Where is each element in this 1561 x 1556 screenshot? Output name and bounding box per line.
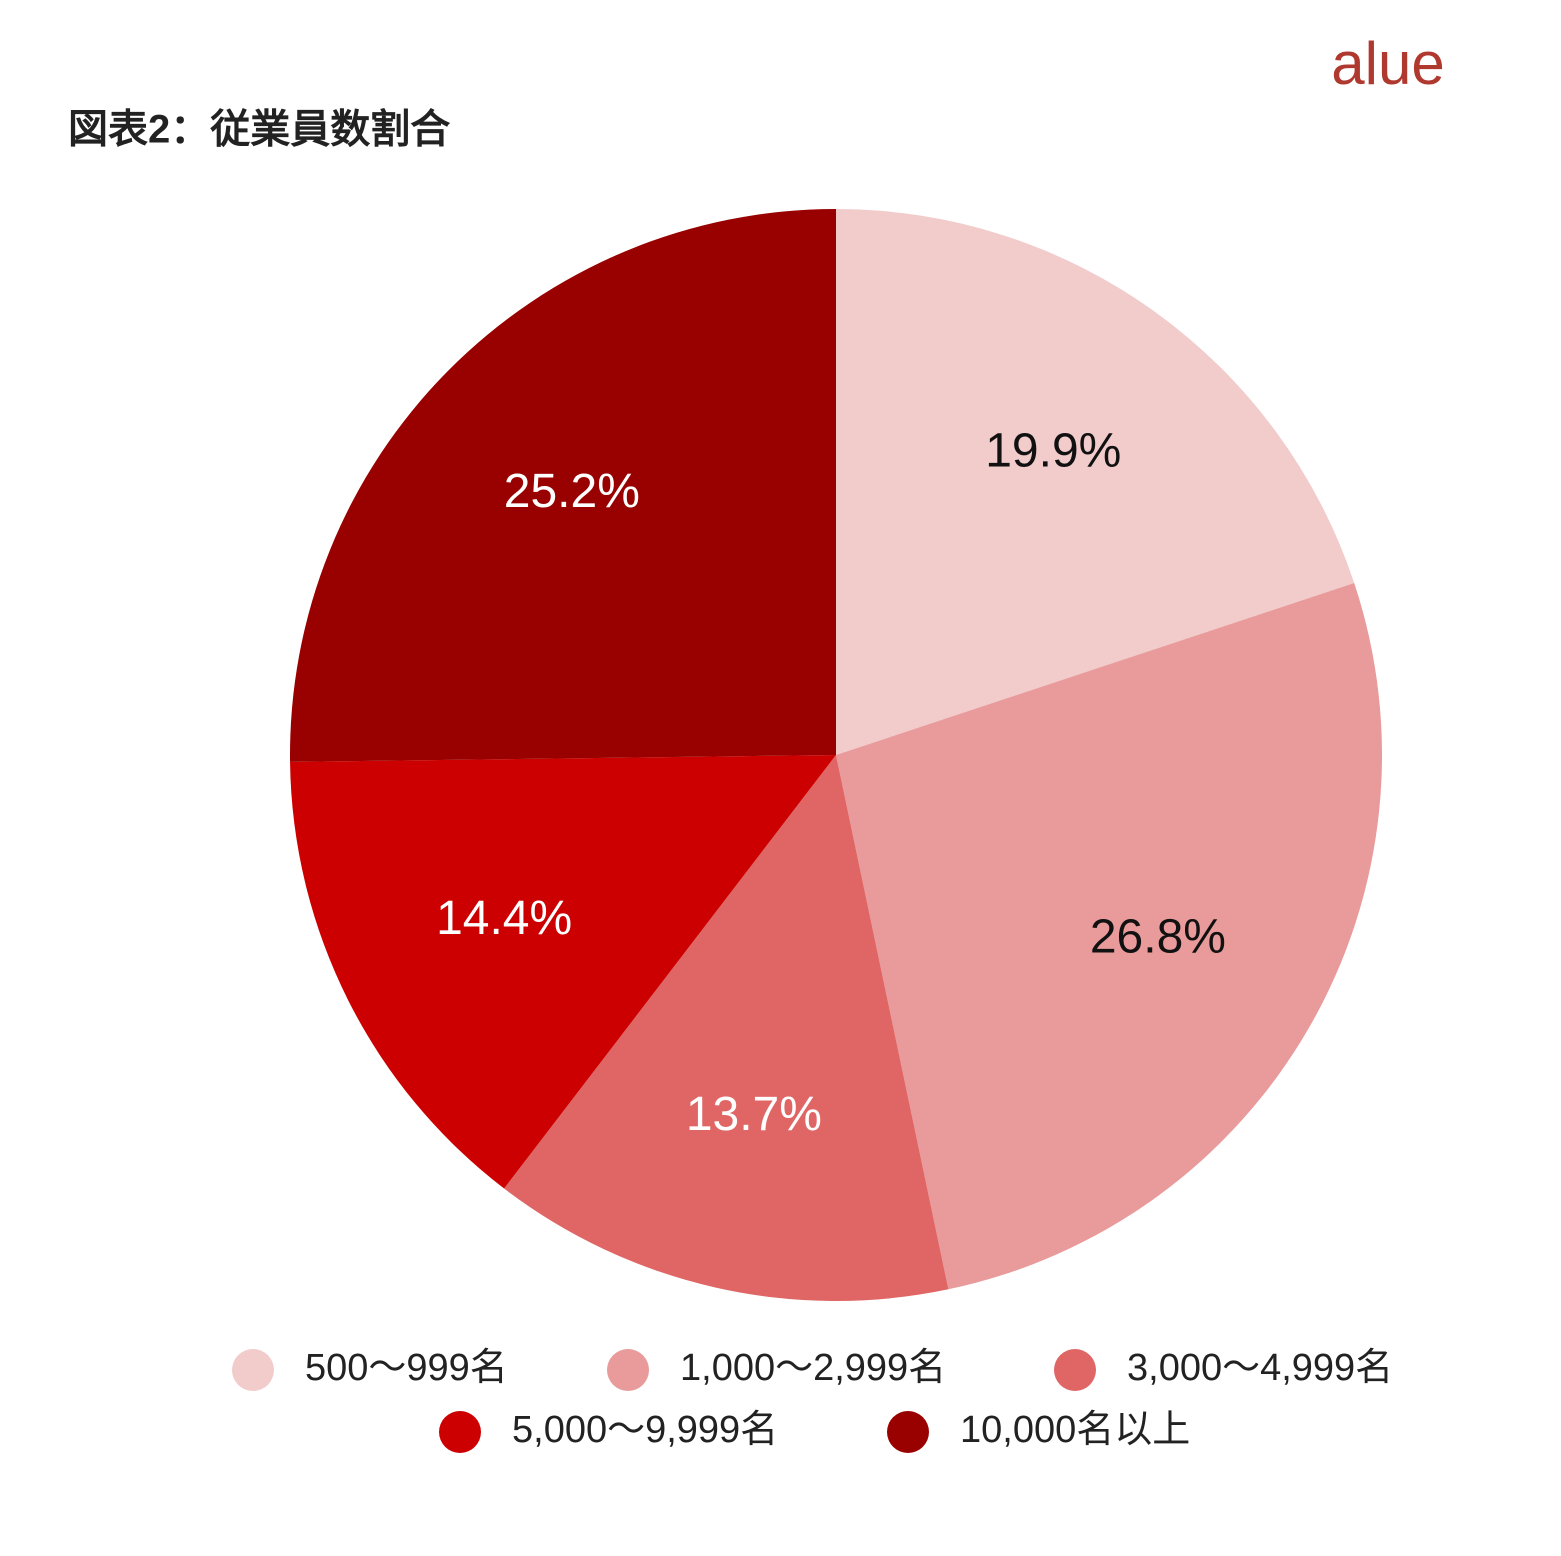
- chart-title: 図表2：従業員数割合: [68, 108, 450, 152]
- data-label: 26.8%: [1090, 911, 1226, 964]
- legend-marker: [887, 1411, 929, 1453]
- data-label: 14.4%: [436, 892, 572, 945]
- pie: 19.9% 26.8% 13.7% 14.4% 25.2%: [290, 209, 1382, 1301]
- legend-marker: [232, 1349, 274, 1391]
- legend-label: 1,000〜2,999名: [680, 1347, 946, 1389]
- pie-slice: [504, 755, 949, 1301]
- legend-label: 500〜999名: [305, 1347, 508, 1389]
- data-label: 19.9%: [985, 425, 1121, 478]
- legend: 500〜999名 1,000〜2,999名 3,000〜4,999名 5,000〜9,…: [232, 1347, 1393, 1453]
- legend-marker: [1054, 1349, 1096, 1391]
- pie-slice: [836, 583, 1382, 1290]
- data-label: 25.2%: [504, 465, 640, 518]
- pie-slice: [290, 209, 836, 762]
- pie-slice: [836, 209, 1355, 755]
- legend-label: 3,000〜4,999名: [1127, 1347, 1393, 1389]
- legend-label: 10,000名以上: [960, 1409, 1190, 1451]
- legend-label: 5,000〜9,999名: [512, 1409, 778, 1451]
- pie-slice: [290, 755, 837, 1189]
- data-label: 13.7%: [686, 1088, 822, 1141]
- brand-logo: alue: [1331, 30, 1444, 97]
- legend-marker: [439, 1411, 481, 1453]
- legend-marker: [607, 1349, 649, 1391]
